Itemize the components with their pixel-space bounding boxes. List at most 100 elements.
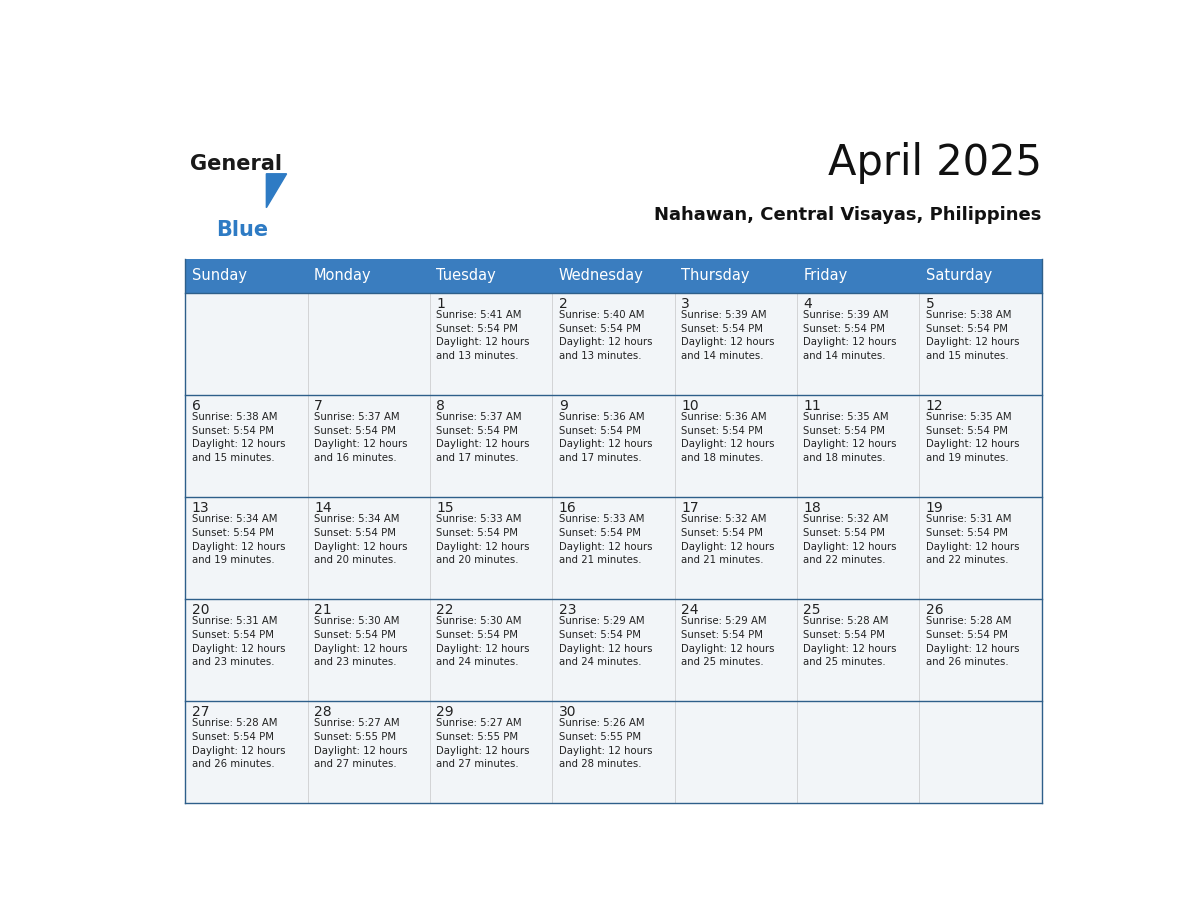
Bar	[185, 497, 308, 599]
Bar	[552, 700, 675, 803]
Text: Sunrise: 5:27 AM
Sunset: 5:55 PM
Daylight: 12 hours
and 27 minutes.: Sunrise: 5:27 AM Sunset: 5:55 PM Dayligh…	[314, 719, 407, 769]
Text: Sunrise: 5:39 AM
Sunset: 5:54 PM
Daylight: 12 hours
and 14 minutes.: Sunrise: 5:39 AM Sunset: 5:54 PM Dayligh…	[681, 310, 775, 361]
Text: 30: 30	[558, 705, 576, 719]
Bar	[797, 293, 920, 395]
Text: 20: 20	[191, 603, 209, 617]
Text: Wednesday: Wednesday	[558, 268, 644, 283]
Bar	[185, 293, 308, 395]
Bar	[920, 599, 1042, 700]
Text: Sunrise: 5:27 AM
Sunset: 5:55 PM
Daylight: 12 hours
and 27 minutes.: Sunrise: 5:27 AM Sunset: 5:55 PM Dayligh…	[436, 719, 530, 769]
Bar	[797, 395, 920, 497]
Text: Sunrise: 5:37 AM
Sunset: 5:54 PM
Daylight: 12 hours
and 17 minutes.: Sunrise: 5:37 AM Sunset: 5:54 PM Dayligh…	[436, 412, 530, 463]
Text: Blue: Blue	[216, 219, 267, 240]
Text: Sunrise: 5:36 AM
Sunset: 5:54 PM
Daylight: 12 hours
and 17 minutes.: Sunrise: 5:36 AM Sunset: 5:54 PM Dayligh…	[558, 412, 652, 463]
Text: Sunrise: 5:30 AM
Sunset: 5:54 PM
Daylight: 12 hours
and 23 minutes.: Sunrise: 5:30 AM Sunset: 5:54 PM Dayligh…	[314, 616, 407, 667]
Text: 4: 4	[803, 297, 813, 311]
Text: 24: 24	[681, 603, 699, 617]
Text: General: General	[190, 154, 282, 174]
Text: Sunrise: 5:37 AM
Sunset: 5:54 PM
Daylight: 12 hours
and 16 minutes.: Sunrise: 5:37 AM Sunset: 5:54 PM Dayligh…	[314, 412, 407, 463]
Text: Saturday: Saturday	[925, 268, 992, 283]
Bar	[430, 395, 552, 497]
Text: Sunrise: 5:28 AM
Sunset: 5:54 PM
Daylight: 12 hours
and 26 minutes.: Sunrise: 5:28 AM Sunset: 5:54 PM Dayligh…	[925, 616, 1019, 667]
Bar	[675, 395, 797, 497]
Bar	[308, 599, 430, 700]
Bar	[430, 599, 552, 700]
Bar	[308, 259, 430, 293]
Bar	[430, 293, 552, 395]
Text: 18: 18	[803, 501, 821, 515]
Text: 28: 28	[314, 705, 331, 719]
Bar	[552, 395, 675, 497]
Bar	[920, 700, 1042, 803]
Text: Sunrise: 5:29 AM
Sunset: 5:54 PM
Daylight: 12 hours
and 24 minutes.: Sunrise: 5:29 AM Sunset: 5:54 PM Dayligh…	[558, 616, 652, 667]
Text: 14: 14	[314, 501, 331, 515]
Bar	[552, 293, 675, 395]
Text: 8: 8	[436, 398, 446, 413]
Text: 5: 5	[925, 297, 935, 311]
Text: Sunrise: 5:35 AM
Sunset: 5:54 PM
Daylight: 12 hours
and 19 minutes.: Sunrise: 5:35 AM Sunset: 5:54 PM Dayligh…	[925, 412, 1019, 463]
Bar	[797, 599, 920, 700]
Text: Sunrise: 5:35 AM
Sunset: 5:54 PM
Daylight: 12 hours
and 18 minutes.: Sunrise: 5:35 AM Sunset: 5:54 PM Dayligh…	[803, 412, 897, 463]
Polygon shape	[266, 174, 286, 207]
Text: Sunrise: 5:33 AM
Sunset: 5:54 PM
Daylight: 12 hours
and 21 minutes.: Sunrise: 5:33 AM Sunset: 5:54 PM Dayligh…	[558, 514, 652, 565]
Text: Sunrise: 5:36 AM
Sunset: 5:54 PM
Daylight: 12 hours
and 18 minutes.: Sunrise: 5:36 AM Sunset: 5:54 PM Dayligh…	[681, 412, 775, 463]
Text: 2: 2	[558, 297, 568, 311]
Text: 15: 15	[436, 501, 454, 515]
Bar	[552, 259, 675, 293]
Bar	[675, 700, 797, 803]
Bar	[185, 700, 308, 803]
Text: 1: 1	[436, 297, 446, 311]
Text: 12: 12	[925, 398, 943, 413]
Text: Sunrise: 5:40 AM
Sunset: 5:54 PM
Daylight: 12 hours
and 13 minutes.: Sunrise: 5:40 AM Sunset: 5:54 PM Dayligh…	[558, 310, 652, 361]
Bar	[797, 497, 920, 599]
Bar	[920, 395, 1042, 497]
Text: Sunrise: 5:31 AM
Sunset: 5:54 PM
Daylight: 12 hours
and 22 minutes.: Sunrise: 5:31 AM Sunset: 5:54 PM Dayligh…	[925, 514, 1019, 565]
Text: Friday: Friday	[803, 268, 847, 283]
Text: Sunrise: 5:33 AM
Sunset: 5:54 PM
Daylight: 12 hours
and 20 minutes.: Sunrise: 5:33 AM Sunset: 5:54 PM Dayligh…	[436, 514, 530, 565]
Bar	[308, 395, 430, 497]
Text: Thursday: Thursday	[681, 268, 750, 283]
Text: Sunrise: 5:29 AM
Sunset: 5:54 PM
Daylight: 12 hours
and 25 minutes.: Sunrise: 5:29 AM Sunset: 5:54 PM Dayligh…	[681, 616, 775, 667]
Text: 10: 10	[681, 398, 699, 413]
Bar	[185, 259, 308, 293]
Bar	[430, 700, 552, 803]
Text: Sunrise: 5:28 AM
Sunset: 5:54 PM
Daylight: 12 hours
and 25 minutes.: Sunrise: 5:28 AM Sunset: 5:54 PM Dayligh…	[803, 616, 897, 667]
Text: Sunrise: 5:31 AM
Sunset: 5:54 PM
Daylight: 12 hours
and 23 minutes.: Sunrise: 5:31 AM Sunset: 5:54 PM Dayligh…	[191, 616, 285, 667]
Text: 13: 13	[191, 501, 209, 515]
Bar	[920, 293, 1042, 395]
Text: 7: 7	[314, 398, 323, 413]
Bar	[308, 700, 430, 803]
Text: 23: 23	[558, 603, 576, 617]
Text: 27: 27	[191, 705, 209, 719]
Text: 16: 16	[558, 501, 576, 515]
Bar	[675, 259, 797, 293]
Text: 6: 6	[191, 398, 201, 413]
Bar	[430, 259, 552, 293]
Text: Sunrise: 5:32 AM
Sunset: 5:54 PM
Daylight: 12 hours
and 22 minutes.: Sunrise: 5:32 AM Sunset: 5:54 PM Dayligh…	[803, 514, 897, 565]
Text: Nahawan, Central Visayas, Philippines: Nahawan, Central Visayas, Philippines	[655, 206, 1042, 224]
Bar	[308, 497, 430, 599]
Bar	[308, 293, 430, 395]
Text: Sunrise: 5:34 AM
Sunset: 5:54 PM
Daylight: 12 hours
and 19 minutes.: Sunrise: 5:34 AM Sunset: 5:54 PM Dayligh…	[191, 514, 285, 565]
Bar	[185, 599, 308, 700]
Text: April 2025: April 2025	[828, 142, 1042, 184]
Text: Sunrise: 5:41 AM
Sunset: 5:54 PM
Daylight: 12 hours
and 13 minutes.: Sunrise: 5:41 AM Sunset: 5:54 PM Dayligh…	[436, 310, 530, 361]
Text: 17: 17	[681, 501, 699, 515]
Bar	[797, 700, 920, 803]
Bar	[552, 497, 675, 599]
Text: Sunrise: 5:38 AM
Sunset: 5:54 PM
Daylight: 12 hours
and 15 minutes.: Sunrise: 5:38 AM Sunset: 5:54 PM Dayligh…	[925, 310, 1019, 361]
Bar	[797, 259, 920, 293]
Text: Tuesday: Tuesday	[436, 268, 497, 283]
Text: 22: 22	[436, 603, 454, 617]
Text: 25: 25	[803, 603, 821, 617]
Bar	[675, 599, 797, 700]
Bar	[920, 497, 1042, 599]
Bar	[552, 599, 675, 700]
Text: 26: 26	[925, 603, 943, 617]
Text: 21: 21	[314, 603, 331, 617]
Text: Sunrise: 5:26 AM
Sunset: 5:55 PM
Daylight: 12 hours
and 28 minutes.: Sunrise: 5:26 AM Sunset: 5:55 PM Dayligh…	[558, 719, 652, 769]
Bar	[920, 259, 1042, 293]
Text: Sunrise: 5:32 AM
Sunset: 5:54 PM
Daylight: 12 hours
and 21 minutes.: Sunrise: 5:32 AM Sunset: 5:54 PM Dayligh…	[681, 514, 775, 565]
Text: Sunrise: 5:30 AM
Sunset: 5:54 PM
Daylight: 12 hours
and 24 minutes.: Sunrise: 5:30 AM Sunset: 5:54 PM Dayligh…	[436, 616, 530, 667]
Text: 3: 3	[681, 297, 690, 311]
